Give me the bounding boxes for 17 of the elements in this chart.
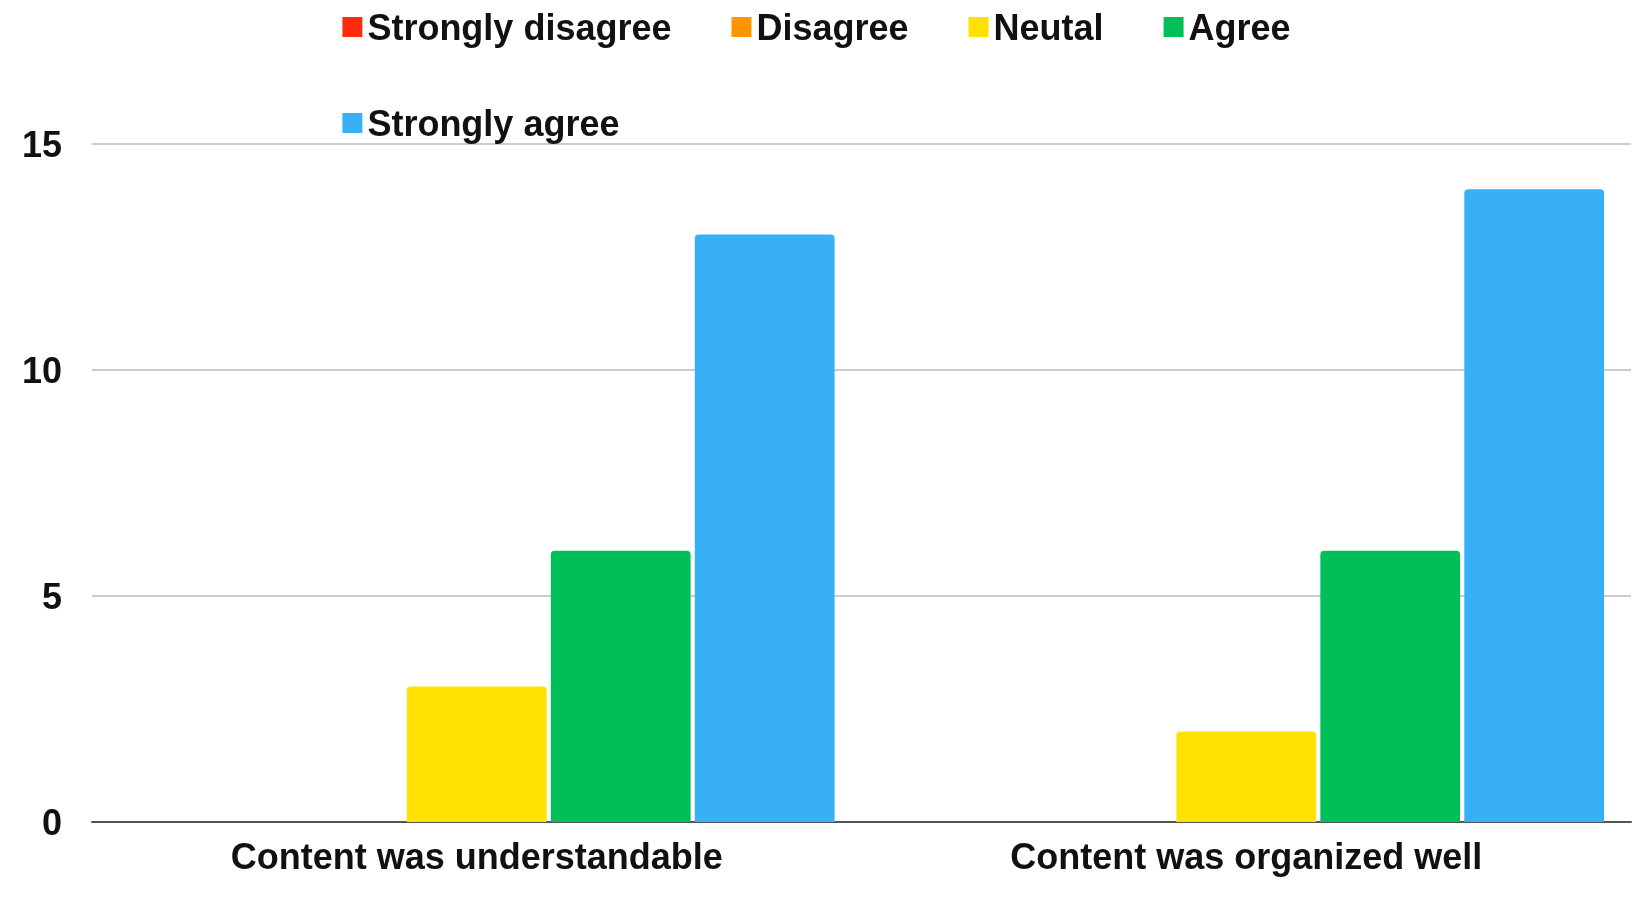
y-tick-label: 15 [21,123,62,165]
x-tick-label: Content was organized well [1010,835,1483,877]
bar [1320,550,1461,822]
bar [694,234,835,822]
bar [1464,189,1605,822]
bar [550,550,691,822]
y-tick-label: 5 [41,575,62,617]
bar [406,686,547,822]
legend-label: Agree [1188,6,1291,48]
y-tick-label: 10 [21,349,62,391]
bar [1176,731,1317,822]
legend-label: Strongly agree [367,102,620,144]
x-tick-label: Content was understandable [230,835,723,877]
legend-label: Disagree [756,6,909,48]
y-tick-label: 0 [41,801,62,843]
legend-label: Strongly disagree [367,6,672,48]
legend-label: Neutal [993,6,1104,48]
